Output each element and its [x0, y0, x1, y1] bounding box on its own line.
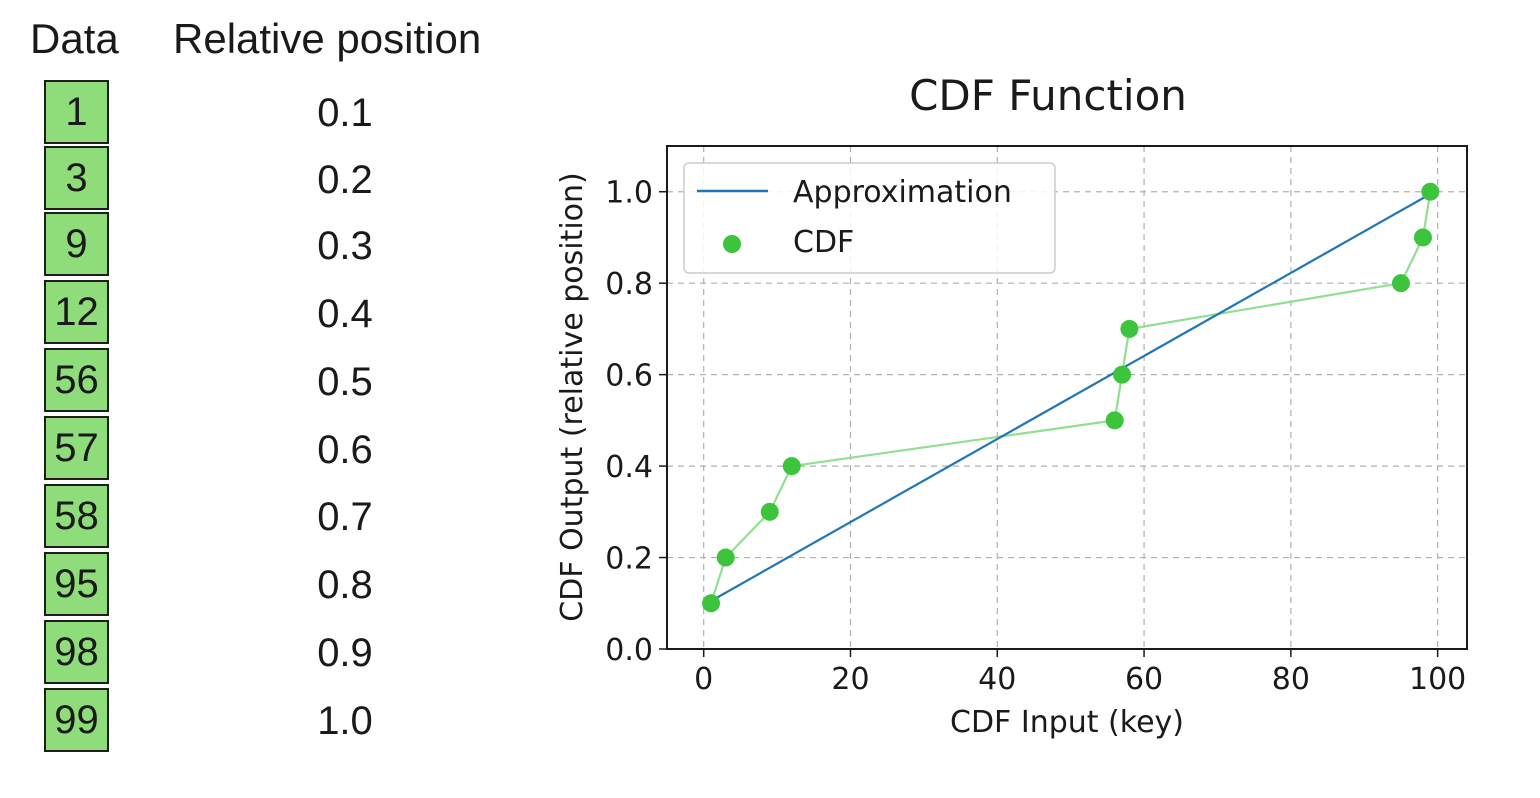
series-layer: [702, 182, 1440, 613]
data-cell: 99: [44, 688, 109, 752]
plot-frame: [666, 145, 1468, 650]
relative-position-column-header: Relative position: [173, 15, 482, 62]
relative-position-value: 0.6: [317, 428, 373, 472]
legend-frame: [683, 162, 1056, 274]
cdf-point: [1413, 228, 1432, 247]
data-cell: 57: [44, 416, 109, 480]
chart-title: CDF Function: [909, 71, 1187, 120]
data-cell: 56: [44, 348, 109, 412]
cdf-point: [1105, 411, 1124, 430]
x-tick-label: 60: [1125, 662, 1163, 697]
y-tick-label: 0.4: [605, 450, 653, 485]
relative-position-value: 0.7: [317, 495, 373, 539]
x-tick-label: 40: [978, 662, 1016, 697]
data-cell: 3: [44, 146, 109, 210]
legend-cdf-label: CDF: [793, 225, 854, 260]
cdf-point: [1421, 182, 1440, 201]
cdf-point: [782, 457, 801, 476]
cdf-point: [716, 548, 735, 567]
y-tick-label: 0.2: [605, 542, 653, 577]
approximation-line: [710, 193, 1431, 602]
relative-position-value: 0.2: [317, 158, 373, 202]
data-cell: 95: [44, 552, 109, 616]
y-tick-label: 1.0: [605, 176, 653, 211]
legend: Approximation CDF: [683, 162, 1056, 274]
relative-position-value: 0.1: [317, 91, 373, 135]
cdf-point: [1113, 365, 1132, 384]
x-tick-label: 80: [1272, 662, 1310, 697]
relative-position-value: 0.3: [317, 224, 373, 268]
y-axis-label: CDF Output (relative position): [555, 172, 590, 622]
x-tick-label: 0: [694, 662, 713, 697]
cdf-point: [760, 502, 779, 521]
data-column-header: Data: [30, 15, 119, 62]
x-tick-label: 100: [1409, 662, 1466, 697]
data-cell: 1: [44, 80, 109, 144]
data-cell: 9: [44, 212, 109, 276]
cdf-point: [702, 594, 721, 613]
cdf-line: [709, 191, 1432, 604]
relative-position-value: 0.8: [317, 563, 373, 607]
data-cell: 58: [44, 484, 109, 548]
data-cell: 98: [44, 620, 109, 684]
legend-approximation-label: Approximation: [793, 175, 1012, 210]
y-tick-label: 0.6: [605, 359, 653, 394]
relative-position-value: 0.9: [317, 631, 373, 675]
cdf-point: [1120, 319, 1139, 338]
y-tick-label: 0.8: [605, 267, 653, 302]
cdf-point: [1391, 274, 1410, 293]
relative-position-value: 0.4: [317, 292, 373, 336]
axis-ticks: 0 20 40 60 80 100 0.0 0.2 0.4 0.6 0.8 1.0: [605, 176, 1466, 697]
x-axis-label: CDF Input (key): [950, 705, 1184, 740]
data-cell: 12: [44, 280, 109, 344]
legend-cdf-swatch: [723, 235, 741, 253]
y-tick-label: 0.0: [605, 633, 653, 668]
relative-position-value: 0.5: [317, 360, 373, 404]
x-tick-label: 20: [831, 662, 869, 697]
relative-position-value: 1.0: [317, 699, 373, 743]
